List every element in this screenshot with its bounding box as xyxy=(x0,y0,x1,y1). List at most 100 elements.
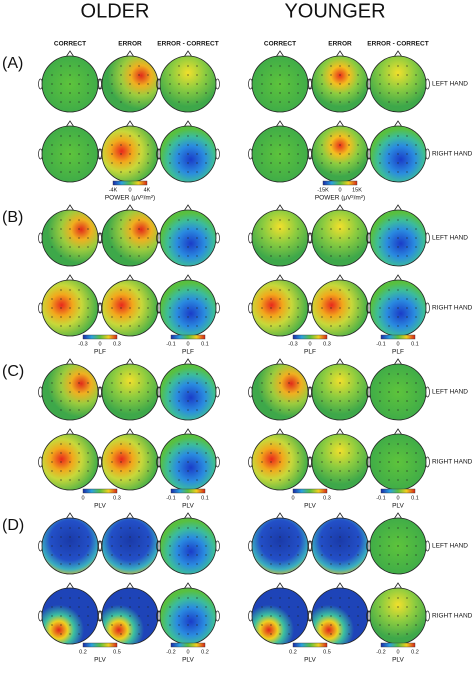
electrode xyxy=(69,606,71,608)
electrode xyxy=(348,624,350,626)
electrode xyxy=(321,83,323,85)
electrode xyxy=(178,325,180,327)
electrode xyxy=(169,228,171,230)
electrode xyxy=(388,400,390,402)
electrode xyxy=(196,470,198,472)
column-header: ERROR - CORRECT xyxy=(367,41,428,48)
electrode xyxy=(138,101,140,103)
electrode xyxy=(69,545,71,547)
electrode xyxy=(111,391,113,393)
electrode xyxy=(60,624,62,626)
electrode xyxy=(78,135,80,137)
electrode xyxy=(138,153,140,155)
electrode xyxy=(288,153,290,155)
electrode xyxy=(288,325,290,327)
electrode xyxy=(270,219,272,221)
electrode xyxy=(297,554,299,556)
electrode xyxy=(357,536,359,538)
electrode xyxy=(60,545,62,547)
electrode xyxy=(339,325,341,327)
colorbar-label: PLV xyxy=(304,503,316,510)
colorbar-tick-label: 0 xyxy=(396,649,399,655)
electrode xyxy=(138,527,140,529)
electrode xyxy=(288,563,290,565)
electrode xyxy=(321,461,323,463)
electrode xyxy=(196,219,198,221)
head-nose xyxy=(65,204,75,212)
electrode xyxy=(288,144,290,146)
electrode xyxy=(69,563,71,565)
electrode xyxy=(205,298,207,300)
electrode xyxy=(348,144,350,146)
electrode xyxy=(51,83,53,85)
electrode xyxy=(397,325,399,327)
electrode xyxy=(261,74,263,76)
electrode xyxy=(60,633,62,635)
electrode xyxy=(288,237,290,239)
electrode xyxy=(330,382,332,384)
electrode xyxy=(339,255,341,257)
electrode xyxy=(205,74,207,76)
head-nose xyxy=(275,120,285,128)
electrode xyxy=(339,219,341,221)
electrode xyxy=(397,443,399,445)
row-label: LEFT HAND xyxy=(432,235,468,242)
electrode xyxy=(261,307,263,309)
electrode xyxy=(87,83,89,85)
head-nose xyxy=(125,358,135,366)
electrode xyxy=(178,307,180,309)
electrode xyxy=(69,289,71,291)
electrode xyxy=(397,162,399,164)
electrode xyxy=(129,400,131,402)
head-nose xyxy=(183,358,193,366)
electrode xyxy=(270,624,272,626)
electrode xyxy=(138,74,140,76)
electrode xyxy=(78,554,80,556)
electrode xyxy=(120,452,122,454)
colorbar-tick-label: 0.2 xyxy=(411,649,419,655)
electrode xyxy=(69,171,71,173)
electrode xyxy=(321,307,323,309)
electrode xyxy=(288,92,290,94)
electrode xyxy=(138,461,140,463)
electrode xyxy=(196,83,198,85)
electrode xyxy=(187,443,189,445)
electrode xyxy=(138,606,140,608)
electrode xyxy=(321,92,323,94)
electrode xyxy=(397,554,399,556)
electrode xyxy=(270,255,272,257)
electrode xyxy=(330,246,332,248)
electrode xyxy=(348,536,350,538)
head-nose xyxy=(275,50,285,58)
electrode xyxy=(87,298,89,300)
head-nose xyxy=(275,358,285,366)
electrode xyxy=(397,65,399,67)
electrode xyxy=(397,545,399,547)
electrode xyxy=(279,470,281,472)
electrode xyxy=(111,307,113,309)
electrode xyxy=(297,316,299,318)
electrode xyxy=(261,554,263,556)
electrode xyxy=(87,237,89,239)
head-nose xyxy=(275,204,285,212)
electrode xyxy=(129,479,131,481)
colorbar-tick-label: 0.3 xyxy=(323,495,331,501)
column-header: ERROR xyxy=(118,41,142,48)
electrode xyxy=(51,162,53,164)
electrode xyxy=(397,452,399,454)
electrode xyxy=(78,228,80,230)
electrode xyxy=(297,400,299,402)
electrode xyxy=(406,83,408,85)
electrode xyxy=(51,536,53,538)
electrode xyxy=(270,92,272,94)
electrode xyxy=(330,624,332,626)
electrode xyxy=(406,171,408,173)
electrode xyxy=(169,391,171,393)
electrode xyxy=(60,615,62,617)
electrode xyxy=(178,443,180,445)
head-nose xyxy=(65,428,75,436)
electrode xyxy=(138,144,140,146)
electrode xyxy=(397,615,399,617)
electrode xyxy=(397,228,399,230)
electrode xyxy=(138,162,140,164)
